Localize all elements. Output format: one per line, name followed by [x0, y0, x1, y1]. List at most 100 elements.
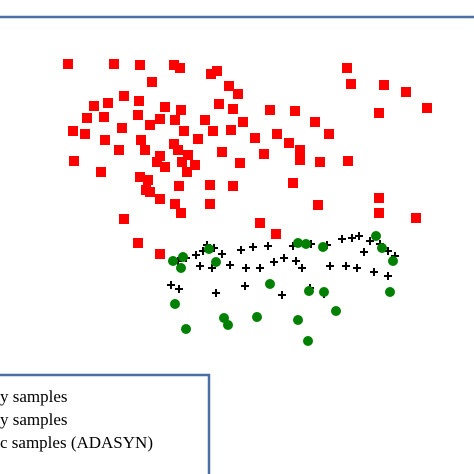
series-1-point-86 [255, 218, 265, 228]
series-1-point-55 [217, 147, 227, 157]
series-2-point-30 [326, 262, 334, 270]
series-1-point-43 [272, 129, 282, 139]
series-3-point-12 [265, 279, 275, 289]
series-1-point-41 [226, 125, 236, 135]
series-1-point-46 [136, 135, 146, 145]
series-2-point-17 [366, 237, 374, 245]
series-1-point-87 [271, 229, 281, 239]
series-3-point-6 [293, 238, 303, 248]
series-1-point-88 [133, 238, 143, 248]
series-1-point-68 [135, 172, 145, 182]
series-1-point-58 [295, 155, 305, 165]
series-1-point-28 [99, 112, 109, 122]
series-1-point-45 [100, 135, 110, 145]
series-3-point-13 [385, 287, 395, 297]
series-1-point-50 [140, 145, 150, 155]
series-2-point-28 [292, 257, 300, 265]
series-1-point-38 [145, 120, 155, 130]
series-1-point-70 [182, 167, 192, 177]
series-1-point-5 [175, 63, 185, 73]
series-1-point-76 [288, 178, 298, 188]
series-3-point-4 [211, 257, 221, 267]
series-2-point-39 [278, 291, 286, 299]
series-1-point-37 [117, 123, 127, 133]
series-2-point-14 [338, 235, 346, 243]
series-1-point-80 [170, 199, 180, 209]
series-1-point-4 [169, 60, 179, 70]
series-1-point-39 [179, 126, 189, 136]
series-1-point-89 [155, 249, 165, 259]
series-2-point-42 [360, 248, 368, 256]
series-1-point-60 [190, 160, 200, 170]
series-2-point-36 [175, 285, 183, 293]
series-1-point-63 [69, 156, 79, 166]
series-3-point-10 [377, 243, 387, 253]
series-1-point-2 [109, 59, 119, 69]
series-1-point-31 [170, 115, 180, 125]
series-1-point-15 [119, 91, 129, 101]
series-1-point-69 [143, 175, 153, 185]
series-1-point-12 [379, 80, 389, 90]
series-1-point-30 [155, 114, 165, 124]
series-1-point-57 [295, 145, 305, 155]
series-2-point-15 [348, 234, 356, 242]
series-1-point-47 [169, 139, 179, 149]
series-3-point-20 [223, 320, 233, 330]
series-1-point-22 [228, 104, 238, 114]
series-2-point-26 [270, 258, 278, 266]
series-1-point-79 [205, 199, 215, 209]
series-1-point-32 [200, 115, 210, 125]
series-1-point-26 [374, 108, 384, 118]
series-1-point-54 [183, 150, 193, 160]
series-1-point-77 [141, 185, 151, 195]
series-1-point-59 [177, 157, 187, 167]
legend-box [0, 373, 211, 474]
series-3-point-9 [371, 231, 381, 241]
series-1-point-52 [114, 145, 124, 155]
series-2-point-27 [280, 254, 288, 262]
series-3-point-16 [170, 299, 180, 309]
series-3-point-11 [388, 256, 398, 266]
series-3-point-19 [181, 324, 191, 334]
series-1-point-8 [342, 63, 352, 73]
series-1-point-51 [173, 145, 183, 155]
series-2-point-33 [370, 268, 378, 276]
series-1-point-27 [133, 110, 143, 120]
series-2-point-21 [196, 262, 204, 270]
series-1-point-85 [176, 208, 186, 218]
series-2-point-7 [218, 250, 226, 258]
series-1-point-11 [346, 79, 356, 89]
series-3-point-22 [331, 306, 341, 316]
series-3-point-14 [304, 286, 314, 296]
series-3-point-1 [168, 256, 178, 266]
series-2-point-35 [167, 281, 175, 289]
legend: y samples y samples c samples (ADASYN) [0, 373, 211, 474]
series-1-point-10 [224, 81, 234, 91]
series-1-point-25 [422, 103, 432, 113]
legend-entry-1: y samples [0, 387, 68, 406]
series-1-point-75 [228, 181, 238, 191]
series-3-point-5 [178, 252, 188, 262]
series-2-point-31 [342, 262, 350, 270]
series-2-point-23 [226, 261, 234, 269]
series-1-point-36 [80, 129, 90, 139]
series-2-point-24 [242, 264, 250, 272]
series-1-point-35 [68, 126, 78, 136]
series-1-point-66 [315, 157, 325, 167]
series-1-point-72 [155, 194, 165, 204]
series-1-point-7 [206, 69, 216, 79]
series-2-point-37 [212, 289, 220, 297]
series-2-point-29 [298, 264, 306, 272]
series-1-point-20 [176, 105, 186, 115]
series-2-point-3 [192, 251, 200, 259]
series-1-point-1 [63, 59, 73, 69]
series-1-point-83 [374, 208, 384, 218]
series-1-point-56 [259, 149, 269, 159]
series-1-point-81 [119, 214, 129, 224]
legend-entry-2: y samples [0, 410, 68, 429]
series-2-point-25 [256, 264, 264, 272]
series-3-point-18 [252, 312, 262, 322]
series-1-point-84 [411, 213, 421, 223]
series-3-point-7 [301, 239, 311, 249]
